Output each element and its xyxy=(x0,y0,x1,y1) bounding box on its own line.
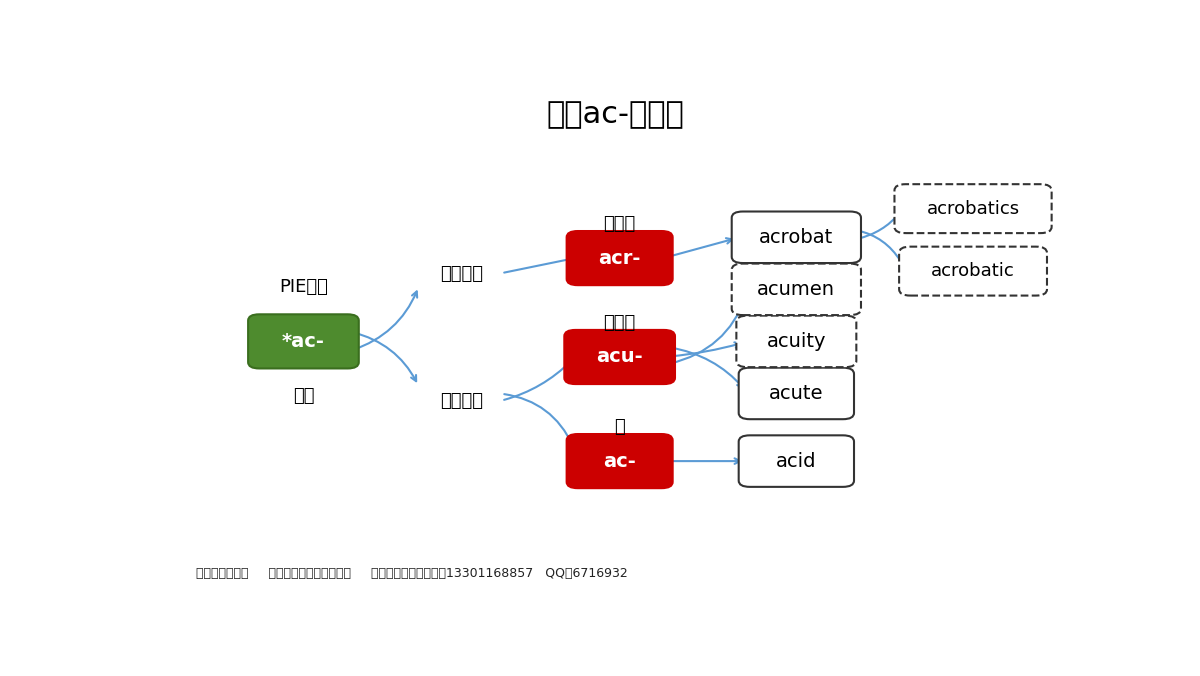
FancyBboxPatch shape xyxy=(739,368,854,419)
FancyBboxPatch shape xyxy=(564,330,674,384)
Text: acumen: acumen xyxy=(757,280,835,299)
Text: 拉丁词根: 拉丁词根 xyxy=(440,392,484,410)
Text: acid: acid xyxy=(776,452,816,470)
Text: 使变尖: 使变尖 xyxy=(604,314,636,332)
Text: 尖端的: 尖端的 xyxy=(604,215,636,233)
FancyBboxPatch shape xyxy=(739,435,854,487)
FancyBboxPatch shape xyxy=(894,184,1051,233)
Text: PIE词根: PIE词根 xyxy=(280,278,328,295)
FancyBboxPatch shape xyxy=(566,231,673,285)
FancyBboxPatch shape xyxy=(737,316,857,367)
Text: acrobatic: acrobatic xyxy=(931,262,1015,280)
FancyBboxPatch shape xyxy=(899,247,1046,295)
FancyBboxPatch shape xyxy=(732,212,860,263)
Text: acu-: acu- xyxy=(596,347,643,366)
Text: *ac-: *ac- xyxy=(282,332,325,351)
Text: acrobatics: acrobatics xyxy=(926,199,1020,218)
FancyBboxPatch shape xyxy=(566,434,673,488)
Text: 尖的: 尖的 xyxy=(293,387,314,405)
Text: 词根ac-（尖）: 词根ac-（尖） xyxy=(546,101,684,129)
FancyBboxPatch shape xyxy=(732,264,860,315)
Text: 希腊词根: 希腊词根 xyxy=(440,265,484,283)
FancyBboxPatch shape xyxy=(248,314,359,368)
Text: acute: acute xyxy=(769,384,823,403)
Text: acuity: acuity xyxy=(767,332,826,351)
Text: ac-: ac- xyxy=(604,452,636,470)
Text: 尖: 尖 xyxy=(614,418,625,436)
Text: acrobat: acrobat xyxy=(760,228,834,247)
Text: 作者：钱磊博士     微信公众号：钱博士英语     购书或入群请加微信：13301168857   QQ：6716932: 作者：钱磊博士 微信公众号：钱博士英语 购书或入群请加微信：1330116885… xyxy=(197,566,629,579)
Text: acr-: acr- xyxy=(599,249,641,268)
